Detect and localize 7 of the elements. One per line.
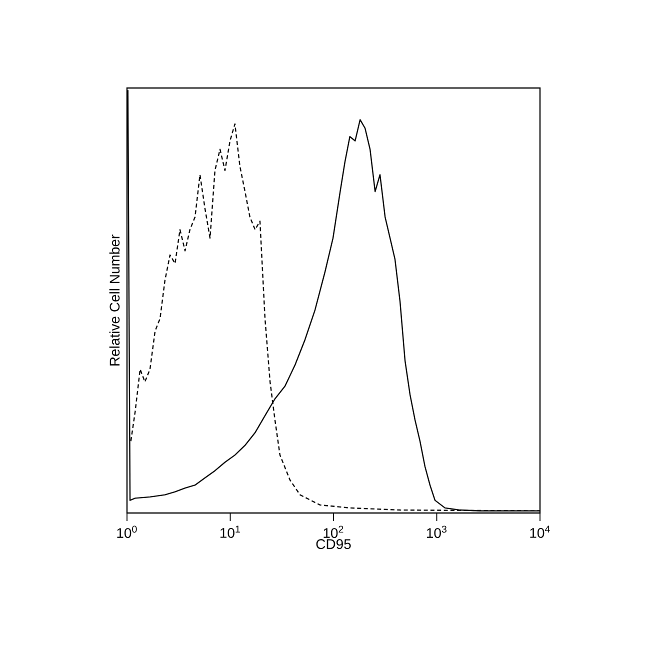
x-tick-label: 10$^{0}$ xyxy=(117,526,137,538)
y-axis-title: Relative Cell Number xyxy=(109,234,120,366)
x-tick-label: 10$^{1}$ xyxy=(220,526,240,538)
x-tick-label: 10$^{4}$ xyxy=(530,526,550,538)
x-tick-label: 10$^{2}$ xyxy=(324,526,344,538)
x-axis-title: CD95 xyxy=(316,539,351,550)
x-tick-label: 10$^{3}$ xyxy=(426,526,446,538)
